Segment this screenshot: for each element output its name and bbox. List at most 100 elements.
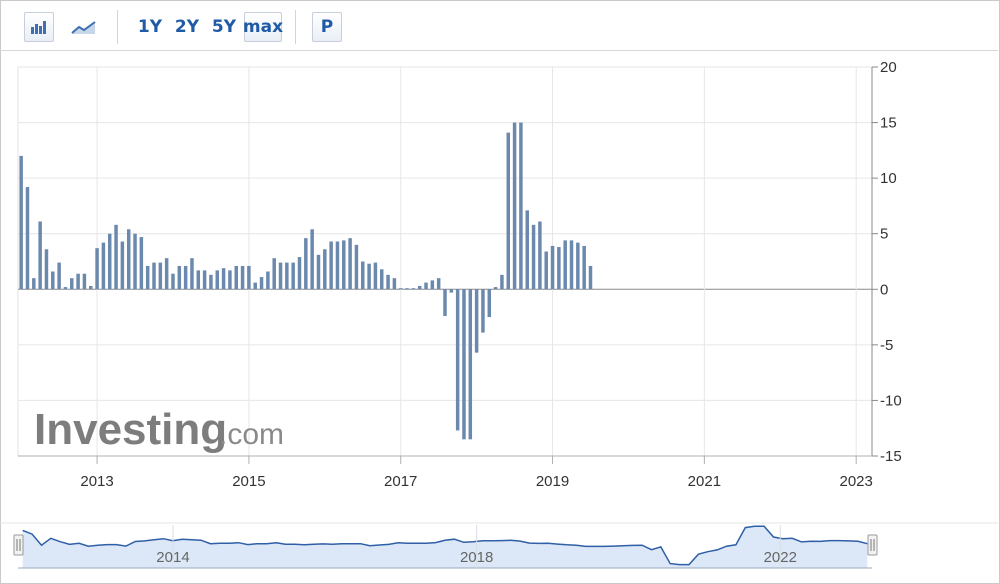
navigator-year-label: 2014 [156, 549, 189, 566]
bar [158, 262, 163, 290]
range-1y-button[interactable]: 1Y [137, 17, 163, 37]
y-tick-label: 10 [880, 170, 897, 187]
bar [44, 249, 49, 290]
range-2y-button[interactable]: 2Y [174, 17, 200, 37]
x-tick-label: 2013 [80, 473, 113, 490]
navigator-left-handle[interactable] [13, 534, 24, 556]
bar [481, 289, 485, 333]
bar [455, 289, 460, 431]
bar [152, 262, 156, 290]
bar [386, 274, 390, 290]
bar [538, 221, 542, 290]
bar [177, 265, 182, 290]
bar [209, 274, 213, 290]
range-5y-button[interactable]: 5Y [211, 17, 237, 37]
bar [417, 285, 422, 290]
bar-chart-icon [31, 21, 46, 34]
bar [82, 273, 87, 290]
y-tick-label: -10 [880, 392, 902, 409]
bar [89, 285, 93, 290]
bar [133, 233, 137, 290]
bar [291, 262, 295, 290]
y-tick-label: 15 [880, 115, 897, 132]
bar [107, 233, 112, 290]
bar [462, 289, 466, 440]
bar [493, 287, 498, 290]
bar [183, 265, 188, 290]
bar [221, 268, 226, 290]
bar [361, 261, 365, 290]
bar [278, 262, 283, 290]
bar [373, 262, 378, 290]
bar [329, 241, 333, 290]
bar [398, 288, 403, 290]
bar [139, 237, 144, 290]
bar [468, 289, 473, 440]
y-tick-label: 0 [880, 281, 888, 298]
y-tick-label: 5 [880, 226, 888, 243]
handle-body [13, 534, 24, 556]
plot-border [17, 66, 873, 457]
bar [266, 271, 270, 290]
navigator-year-label: 2018 [460, 549, 493, 566]
bar [354, 244, 359, 290]
bar [114, 224, 118, 290]
watermark: Investing .com [34, 405, 284, 454]
bar [443, 289, 447, 316]
bar [228, 270, 232, 290]
y-tick-label: -15 [880, 448, 902, 465]
bar [588, 265, 593, 290]
bar [342, 240, 346, 290]
bar [38, 221, 42, 290]
bar [57, 262, 61, 290]
x-tick-label: 2021 [688, 473, 721, 490]
bar [304, 238, 308, 290]
bar-chart-toggle[interactable] [24, 12, 54, 42]
handle-body [867, 534, 878, 556]
p-button[interactable]: P [312, 12, 342, 42]
bar [164, 258, 169, 290]
bar [557, 247, 561, 290]
bar [544, 251, 548, 290]
bar [430, 280, 435, 290]
bar [171, 273, 175, 290]
bar [19, 155, 23, 290]
bar [487, 289, 492, 318]
bar [240, 265, 245, 290]
x-tick-label: 2017 [384, 473, 417, 490]
bar [259, 277, 264, 290]
line-chart-toggle[interactable] [68, 12, 100, 42]
bar [525, 210, 529, 290]
navigator-right-handle[interactable] [867, 534, 878, 556]
bar [285, 262, 289, 290]
bar [335, 241, 340, 290]
bar [323, 249, 327, 290]
bar [405, 288, 409, 290]
toolbar-separator [295, 10, 296, 44]
bar [51, 271, 55, 290]
bar [512, 122, 517, 290]
bar [367, 263, 371, 290]
bar [247, 265, 251, 290]
bar [145, 265, 150, 290]
bar [76, 273, 80, 290]
navigator-area [22, 526, 868, 568]
bar [215, 270, 220, 290]
bar [126, 229, 131, 290]
navigator-year-label: 2022 [764, 549, 797, 566]
navigator[interactable]: 2014 2018 2022 [0, 522, 998, 569]
bar [120, 241, 125, 290]
bar [474, 289, 479, 353]
chart-toolbar: 1Y 2Y 5Y max P [0, 0, 998, 51]
bar [582, 245, 586, 290]
bar [449, 289, 454, 293]
toolbar-separator [117, 10, 118, 44]
bar [272, 258, 276, 290]
range-max-button[interactable]: max [243, 12, 283, 42]
bar [253, 282, 257, 290]
grid [17, 66, 873, 457]
y-tick-label: 20 [880, 59, 897, 76]
x-tick-label: 2023 [839, 473, 872, 490]
